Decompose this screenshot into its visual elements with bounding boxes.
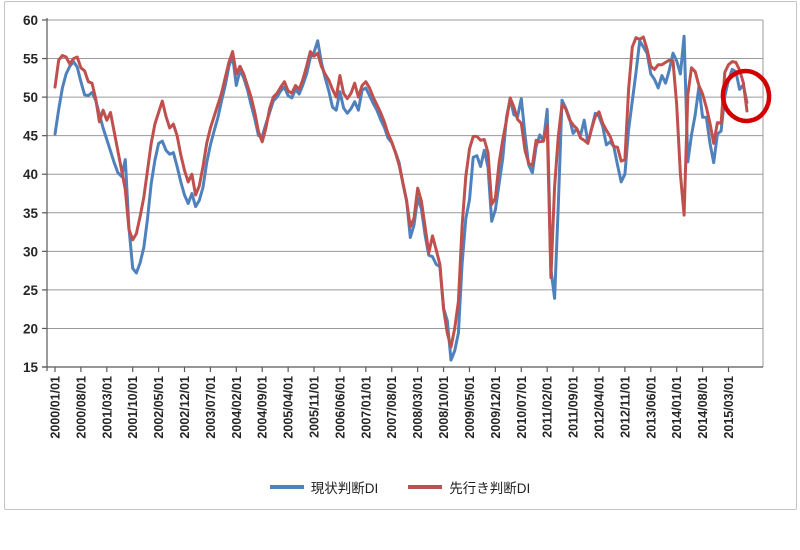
y-tick-label: 20 (23, 321, 38, 336)
x-tick-label: 2008/03/01 (411, 376, 425, 439)
y-axis-labels: 15 20 25 30 35 40 45 50 55 60 (23, 13, 39, 375)
x-tick-label: 2015/03/01 (722, 376, 736, 439)
x-tick-label: 2011/02/01 (541, 376, 555, 438)
series-current-di-line (53, 34, 749, 362)
x-tick-label: 2002/12/01 (178, 376, 192, 439)
annotation-circle (720, 68, 772, 124)
future-di-line-swatch (408, 485, 443, 489)
x-tick-label: 2008/10/01 (437, 376, 451, 439)
x-tick-label: 2004/02/01 (230, 376, 244, 439)
current-di-line-swatch (269, 485, 304, 489)
y-tick-label: 55 (23, 52, 39, 67)
y-tick-label: 15 (23, 360, 39, 375)
x-tick-label: 2003/07/01 (204, 376, 218, 439)
x-tick-label: 2002/05/01 (152, 376, 166, 439)
x-tick-label: 2012/04/01 (592, 376, 606, 439)
y-tick-label: 60 (23, 13, 38, 28)
series-future-di-line (53, 35, 749, 349)
x-tick-label: 2010/07/01 (515, 376, 529, 439)
chart-legend: 現状判断DI 先行き判断DI (0, 477, 800, 497)
y-tick-label: 30 (23, 244, 38, 259)
x-tick-label: 2004/09/01 (256, 376, 270, 439)
axes (42, 18, 763, 372)
x-tick-label: 2011/09/01 (567, 376, 581, 438)
x-tick-label: 2007/08/01 (385, 376, 399, 439)
x-axis-labels: 2000/01/01 2000/08/01 2001/03/01 2001/10/01… (49, 376, 736, 439)
legend-item-current-di: 現状判断DI (269, 477, 379, 497)
x-tick-label: 2005/04/01 (282, 376, 296, 439)
x-tick-label: 2000/01/01 (49, 376, 63, 439)
x-tick-label: 2014/01/01 (670, 376, 684, 439)
y-tick-label: 40 (23, 167, 38, 182)
y-tick-label: 35 (23, 206, 39, 221)
future-di-label: 先行き判断DI (449, 481, 531, 496)
y-tick-label: 45 (23, 129, 39, 144)
x-tick-label: 2009/12/01 (489, 376, 503, 439)
x-tick-label: 2005/11/01 (308, 376, 322, 438)
y-tick-label: 50 (23, 90, 38, 105)
x-tick-label: 2001/10/01 (126, 376, 140, 439)
x-tick-label: 2009/05/01 (463, 376, 477, 439)
x-tick-label: 2000/08/01 (74, 376, 88, 439)
chart-frame (4, 1, 797, 510)
x-tick-label: 2006/06/01 (333, 376, 347, 439)
current-di-label: 現状判断DI (310, 481, 379, 496)
x-tick-label: 2012/11/01 (618, 376, 632, 438)
y-tick-label: 25 (23, 283, 39, 298)
legend-item-future-di: 先行き判断DI (408, 477, 530, 497)
x-tick-label: 2013/06/01 (644, 376, 658, 439)
x-tick-label: 2001/03/01 (100, 376, 114, 439)
x-tick-label: 2014/08/01 (696, 376, 710, 439)
x-tick-label: 2007/01/01 (359, 376, 373, 439)
